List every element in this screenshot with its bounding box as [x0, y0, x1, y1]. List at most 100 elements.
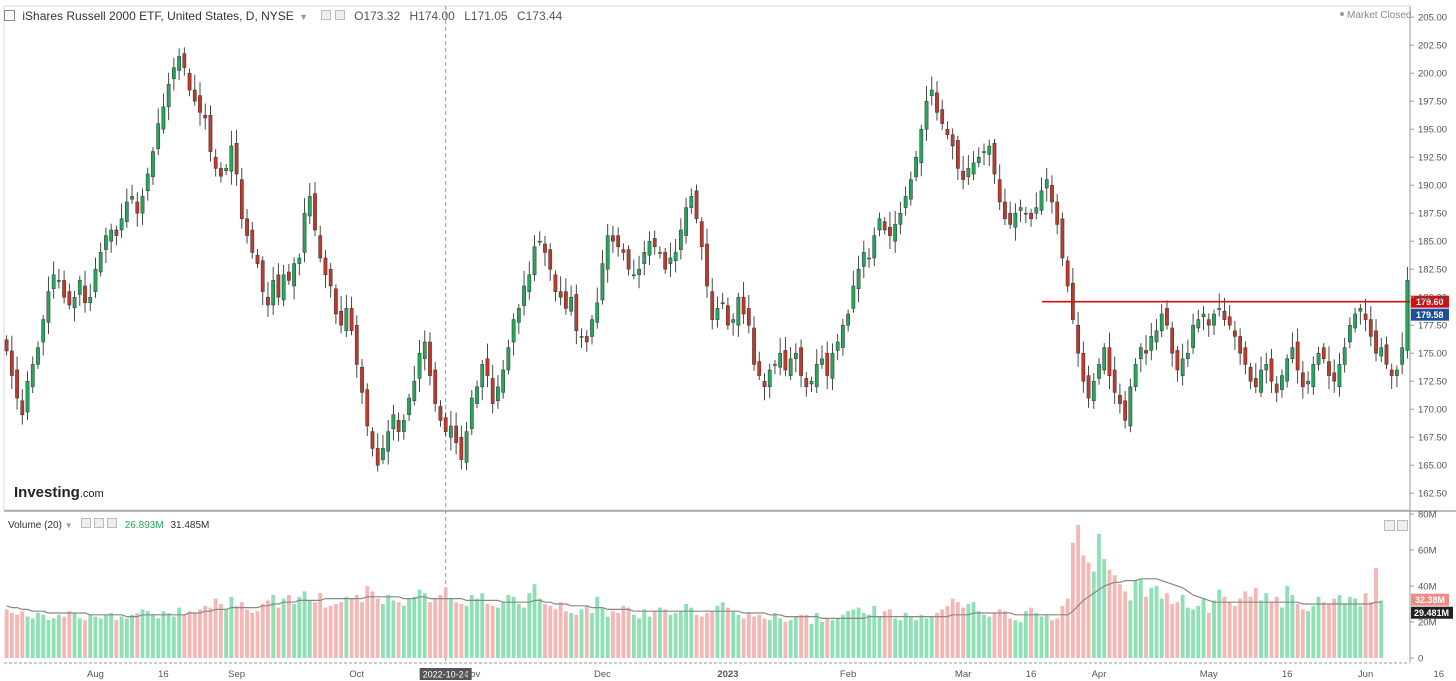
price-tick-label: 190.00 — [1418, 181, 1447, 192]
candle-body — [1003, 201, 1007, 220]
candle-body — [349, 308, 354, 332]
volume-bar — [130, 614, 134, 658]
pane-up-icon[interactable] — [1384, 520, 1395, 531]
candle-body — [46, 291, 51, 323]
volume-bar — [971, 602, 976, 658]
volume-bar — [903, 613, 908, 658]
candle-body — [72, 296, 77, 309]
close-series-icon[interactable] — [334, 10, 345, 20]
candle-body — [1295, 341, 1300, 371]
volume-bar — [239, 602, 244, 658]
candle-body — [1400, 347, 1405, 365]
volume-bar — [323, 607, 328, 658]
volume-value-box — [1411, 593, 1449, 606]
candle-body — [1081, 352, 1086, 382]
time-tick-label: 16 — [1026, 669, 1037, 680]
close-icon[interactable] — [106, 518, 117, 528]
candle-body — [1405, 280, 1410, 351]
volume-bar — [1248, 596, 1253, 658]
candle-body — [1060, 218, 1065, 259]
dropdown-icon[interactable]: ▼ — [299, 12, 309, 22]
volume-bar — [151, 614, 155, 658]
time-tick-label: Oct — [349, 669, 364, 680]
volume-bar — [725, 607, 730, 658]
candle-body — [924, 100, 929, 130]
volume-bar — [245, 609, 249, 658]
candle-body — [292, 263, 296, 287]
volume-bar — [255, 611, 260, 658]
candle-body — [600, 263, 605, 301]
volume-tick-label: 40M — [1418, 582, 1437, 593]
candle-body — [407, 397, 411, 416]
volume-bar — [773, 613, 777, 658]
price-tick-label: 200.00 — [1418, 69, 1447, 80]
volume-bar — [104, 614, 108, 658]
volume-bar — [41, 614, 46, 658]
volume-bar — [328, 605, 333, 658]
settings-icon[interactable] — [321, 10, 332, 20]
volume-bar — [412, 596, 417, 658]
volume-bar — [694, 614, 699, 658]
volume-bar — [422, 593, 427, 658]
volume-bar — [757, 614, 762, 658]
volume-bar — [663, 609, 668, 658]
candle-body — [804, 378, 809, 388]
candle-body — [67, 291, 72, 306]
candle-body — [490, 378, 495, 404]
ohlc-high: H174.00 — [409, 9, 455, 23]
volume-bar — [381, 604, 385, 658]
candle-body — [83, 285, 87, 304]
candle-body — [370, 431, 375, 449]
price-tick-label: 192.50 — [1418, 153, 1447, 164]
price-tick-label: 167.50 — [1418, 433, 1447, 444]
volume-bar — [286, 595, 291, 658]
settings-icon[interactable] — [94, 518, 105, 528]
pane-maximize-icon[interactable] — [1397, 520, 1408, 531]
candle-body — [239, 179, 244, 220]
candle-body — [98, 252, 103, 273]
collapse-icon[interactable] — [4, 10, 15, 21]
volume-bar — [1316, 596, 1321, 658]
volume-bar — [1044, 614, 1049, 658]
candle-body — [313, 193, 317, 231]
volume-bar — [720, 602, 725, 658]
volume-bar — [846, 611, 851, 658]
volume-bar — [1222, 596, 1227, 658]
candle-body — [1144, 350, 1148, 354]
volume-bar — [396, 602, 401, 658]
volume-bar — [140, 609, 145, 658]
candle-body — [208, 114, 213, 152]
volume-bar — [1363, 593, 1368, 658]
volume-bar — [1347, 596, 1352, 658]
candle-body — [140, 196, 145, 214]
volume-bar — [83, 620, 87, 658]
volume-ma-label: 29.481M — [1414, 608, 1449, 618]
candle-body — [809, 380, 814, 385]
dropdown-icon[interactable]: ▼ — [64, 521, 73, 530]
candle-body — [286, 271, 291, 281]
candle-body — [757, 361, 762, 376]
volume-bar — [898, 620, 903, 658]
candle-body — [224, 168, 229, 171]
candle-body — [187, 72, 192, 91]
volume-bar — [741, 618, 746, 658]
volume-bar — [386, 595, 391, 658]
volume-bar — [1290, 595, 1295, 658]
volume-bar — [668, 614, 673, 658]
candle-body — [9, 350, 14, 376]
volume-bar — [919, 614, 924, 658]
volume-bar — [365, 586, 370, 658]
candle-body — [297, 257, 302, 264]
visibility-icon[interactable] — [81, 518, 92, 528]
candle-body — [699, 221, 704, 248]
candle-body — [752, 327, 756, 365]
candle-body — [631, 274, 636, 277]
volume-bar — [1107, 569, 1112, 658]
volume-bar — [333, 604, 338, 658]
volume-bar — [464, 605, 469, 658]
volume-bar — [1117, 584, 1122, 658]
candle-body — [605, 235, 610, 270]
volume-bar — [1091, 571, 1096, 658]
